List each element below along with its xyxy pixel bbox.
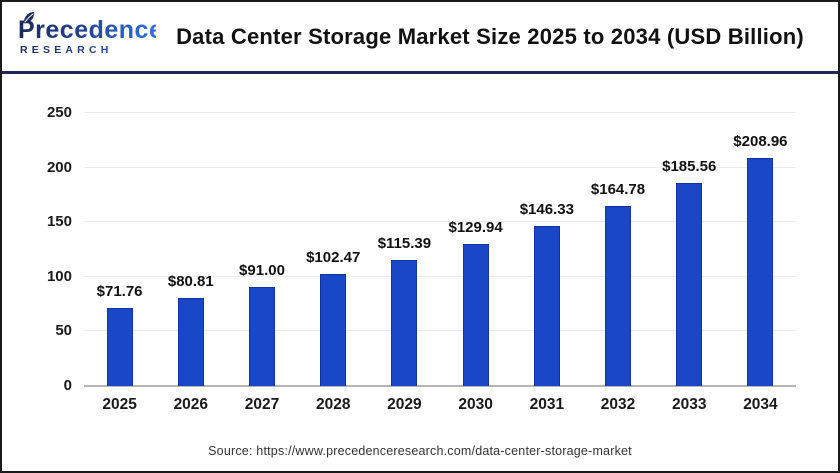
value-label-2025: $71.76: [96, 282, 143, 300]
value-label-2027: $91.00: [239, 261, 285, 279]
value-label-2033: $185.56: [662, 158, 717, 176]
y-axis-tick-label: 100: [46, 267, 72, 285]
bar-column: $115.39: [369, 113, 440, 386]
bar-column: $164.78: [582, 113, 653, 386]
gridline: [84, 275, 796, 277]
bars-container: $71.76 $80.81 $91.00 $102.47 $115.39 $129.94 $…: [84, 113, 796, 386]
x-axis-label-2027: 2027: [244, 396, 280, 413]
header-divider: [2, 71, 838, 74]
bar-column: $146.33: [511, 113, 582, 386]
x-axis-label-2029: 2029: [387, 396, 422, 413]
bar-2032: [605, 206, 632, 386]
bar-column: $91.00: [226, 113, 297, 386]
source-caption: Source: https://www.precedenceresearch.c…: [208, 444, 632, 458]
bar-2033: [676, 183, 703, 386]
bar-2029: [391, 260, 418, 386]
x-axis-label-2028: 2028: [315, 396, 351, 413]
bar-2034: [747, 157, 774, 386]
bar-2027: [249, 286, 275, 386]
y-axis-tick-label: 250: [46, 104, 72, 121]
x-axis-label-2033: 2033: [671, 396, 707, 413]
x-axis-label-2032: 2032: [600, 396, 636, 413]
bar-column: $129.94: [440, 113, 511, 386]
y-axis-tick-label: 0: [63, 377, 72, 394]
header: Precedence RESEARCH Data Center Storage …: [2, 2, 838, 71]
bar-column: $71.76: [84, 113, 155, 386]
bar-2026: [177, 297, 204, 386]
plot-area: 0 50 100 150 200 250 $71.76 $80.81 $91.00 $102.47…: [47, 104, 796, 394]
value-label-2030: $129.94: [448, 219, 503, 237]
bar-chart: 0 50 100 150 200 250 $71.76 $80.81 $91.00 $102.47…: [2, 74, 838, 426]
bar-column: $208.96: [725, 113, 796, 386]
x-axis-line: [84, 385, 796, 387]
x-axis-labels: 2025 2026 2027 2028 2029 2030 2031 2032 2033 2034: [84, 396, 796, 414]
leaf-icon: [23, 11, 35, 23]
gridline: [84, 112, 796, 113]
value-label-2026: $80.81: [167, 272, 214, 290]
x-axis-label-2026: 2026: [173, 396, 209, 413]
bar-2025: [106, 307, 133, 386]
bar-column: $185.56: [654, 113, 725, 386]
bar-2031: [533, 226, 560, 386]
y-axis-tick-label: 200: [46, 158, 72, 176]
precedence-research-logo: Precedence RESEARCH: [18, 11, 164, 56]
x-axis-label-2031: 2031: [529, 396, 565, 413]
bar-column: $80.81: [155, 113, 226, 386]
x-axis-label-2030: 2030: [458, 396, 493, 413]
x-axis-label-2025: 2025: [102, 396, 137, 413]
value-label-2028: $102.47: [306, 249, 361, 267]
logo-wordmark: Precedence: [18, 15, 164, 44]
value-label-2032: $164.78: [590, 181, 646, 199]
x-axis-label-2034: 2034: [743, 396, 778, 413]
gridline: [84, 221, 796, 223]
gridline: [84, 166, 796, 168]
value-label-2029: $115.39: [377, 235, 432, 252]
y-axis-tick-label: 50: [55, 322, 72, 340]
value-label-2034: $208.96: [733, 132, 788, 150]
bar-2028: [320, 274, 347, 386]
chart-title: Data Center Storage Market Size 2025 to …: [176, 23, 804, 49]
bar-2030: [462, 244, 489, 386]
gridline: [84, 330, 796, 332]
value-label-2031: $146.33: [519, 201, 574, 219]
bar-column: $102.47: [298, 113, 369, 386]
logo-subtitle: RESEARCH: [20, 45, 156, 56]
y-axis-tick-label: 150: [46, 213, 72, 231]
